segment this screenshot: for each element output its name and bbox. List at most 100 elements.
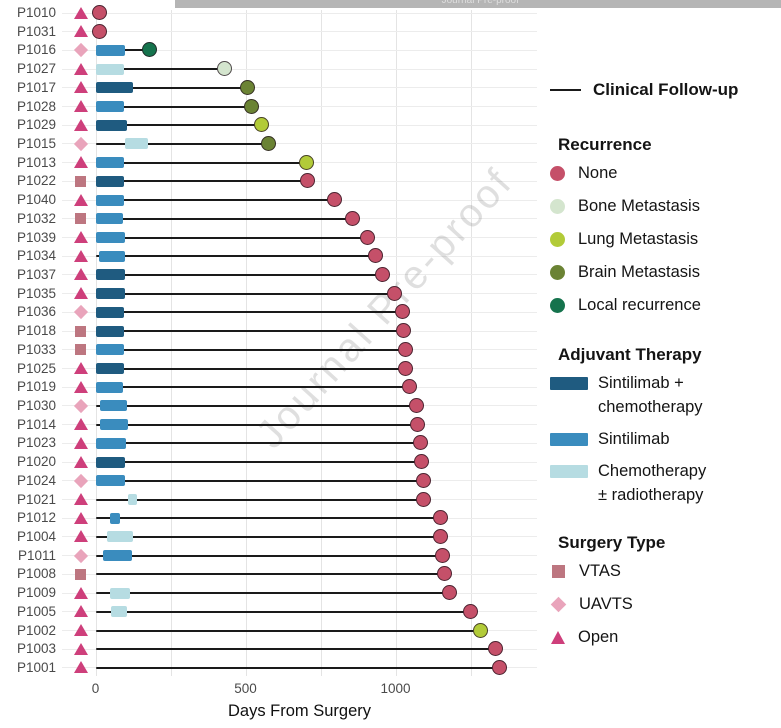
recurrence-circle <box>375 266 391 282</box>
surgery-marker-open-triangle <box>73 605 88 618</box>
therapy-bar <box>95 44 125 56</box>
followup-line <box>95 180 308 183</box>
surgery-marker-vtas-square <box>75 175 86 187</box>
followup-line <box>95 330 404 333</box>
patient-label: P1025 <box>16 360 56 376</box>
surgery-marker-vtas-square <box>75 344 86 356</box>
followup-line <box>95 386 410 389</box>
therapy-bar <box>95 475 125 487</box>
legend-therapy-items: Sintilimab + chemotherapy Sintilimab Chemot… <box>548 371 781 507</box>
followup-line <box>95 161 307 164</box>
recurrence-circle <box>386 285 402 301</box>
surgery-marker-vtas-square <box>75 213 86 225</box>
followup-line <box>95 610 472 613</box>
legend-item-label: Sintilimab <box>598 430 670 448</box>
surgery-marker-open-triangle <box>73 624 88 637</box>
top-banner-text: Journal Pre-proof <box>441 0 519 6</box>
legend-item-label: Sintilimab + chemotherapy <box>598 374 703 416</box>
recurrence-circle <box>433 528 449 544</box>
row-gridline <box>62 31 537 33</box>
recurrence-circle <box>437 566 452 582</box>
therapy-bar <box>103 550 133 562</box>
legend-recurrence-item: Local recurrence <box>550 293 781 317</box>
recurrence-circle <box>253 117 269 133</box>
therapy-bar <box>95 381 124 393</box>
recurrence-circle <box>142 42 158 58</box>
therapy-bar <box>95 306 124 318</box>
therapy-bar <box>124 138 148 150</box>
patient-label: P1001 <box>16 659 56 675</box>
followup-line <box>95 498 425 501</box>
followup-line <box>95 461 423 464</box>
therapy-bar <box>95 82 133 94</box>
followup-line <box>95 105 253 108</box>
recurrence-circle <box>395 304 411 320</box>
surgery-marker-uavts-diamond <box>73 398 88 414</box>
therapy-bar <box>95 325 124 337</box>
therapy-bar <box>111 606 127 618</box>
followup-line <box>95 124 262 127</box>
surgery-marker-vtas-square <box>75 325 86 337</box>
patient-label: P1030 <box>16 397 56 413</box>
therapy-bar <box>95 63 124 75</box>
recurrence-circle <box>488 641 504 657</box>
legend-therapy-group: Adjuvant Therapy Sintilimab + chemotherap… <box>548 345 781 507</box>
recurrence-circle <box>433 510 449 526</box>
patient-label: P1014 <box>16 416 56 432</box>
therapy-bar <box>95 232 125 244</box>
row-gridline <box>62 106 537 108</box>
therapy-bar <box>95 456 125 468</box>
legend-recurrence-item: None <box>550 161 781 185</box>
recurrence-circle <box>463 603 479 619</box>
therapy-bar <box>100 419 128 431</box>
legend-clinical-followup: Clinical Follow-up <box>550 80 781 100</box>
surgery-marker-open-triangle <box>73 362 88 375</box>
followup-line <box>95 273 384 276</box>
followup-line <box>95 648 497 651</box>
patient-label: P1005 <box>16 603 56 619</box>
legend-item-label: Local recurrence <box>578 296 701 314</box>
therapy-bar <box>95 194 124 206</box>
therapy-bar <box>109 512 121 524</box>
x-tick-label: 1000 <box>380 681 411 696</box>
therapy-bar <box>95 175 124 187</box>
therapy-bar-swatch-icon <box>550 433 588 446</box>
recurrence-circle <box>397 360 413 376</box>
followup-line <box>95 554 443 557</box>
recurrence-circle <box>401 379 417 395</box>
followup-line <box>95 217 354 220</box>
patient-label: P1016 <box>16 42 56 58</box>
legend-recurrence-group: Recurrence None Bone Metastasis Lung Metas… <box>548 135 781 317</box>
recurrence-circle <box>473 622 488 638</box>
surgery-marker-open-triangle <box>73 100 88 113</box>
legend-recurrence-items: None Bone Metastasis Lung Metastasis Brain … <box>548 161 781 317</box>
row-gridline <box>62 68 537 70</box>
followup-line-swatch <box>550 89 581 91</box>
followup-line <box>95 573 445 576</box>
patient-label: P1008 <box>16 566 56 582</box>
surgery-marker-open-triangle <box>73 511 88 524</box>
vertical-gridline <box>95 10 97 676</box>
followup-line <box>95 68 226 71</box>
therapy-bar <box>98 250 125 262</box>
surgery-marker-open-triangle <box>73 231 88 244</box>
patient-label: P1012 <box>16 510 56 526</box>
surgery-marker-open-triangle <box>73 642 88 655</box>
surgery-triangle-icon <box>551 630 565 644</box>
surgery-marker-open-triangle <box>73 268 88 281</box>
surgery-marker-uavts-diamond <box>73 305 88 320</box>
surgery-marker-vtas-square <box>75 568 86 580</box>
patient-label: P1034 <box>16 248 56 264</box>
surgery-square-icon <box>552 564 565 578</box>
followup-line <box>95 517 442 520</box>
legend-therapy-item: Sintilimab <box>550 427 781 451</box>
surgery-marker-open-triangle <box>73 661 88 674</box>
vertical-gridline <box>245 10 247 676</box>
recurrence-circle <box>217 61 233 77</box>
recurrence-circle <box>491 659 507 675</box>
patient-label: P1028 <box>16 98 56 114</box>
row-gridline <box>62 143 537 145</box>
surgery-marker-open-triangle <box>73 25 88 38</box>
surgery-marker-open-triangle <box>73 6 88 19</box>
